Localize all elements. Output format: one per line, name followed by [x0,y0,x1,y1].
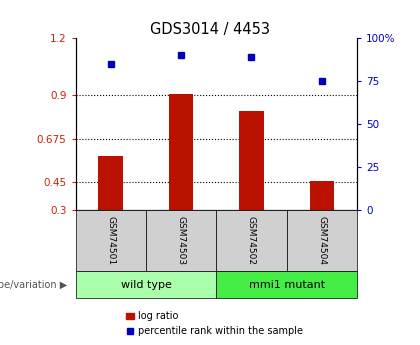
Text: GSM74501: GSM74501 [106,216,115,265]
Text: genotype/variation ▶: genotype/variation ▶ [0,280,67,289]
Bar [310,181,334,210]
Legend: log ratio, percentile rank within the sample: log ratio, percentile rank within the sa… [123,307,307,340]
Text: GSM74502: GSM74502 [247,216,256,265]
Bar [98,156,123,210]
Text: wild type: wild type [121,280,171,289]
Text: mmi1 mutant: mmi1 mutant [249,280,325,289]
Bar [239,111,264,210]
Text: GSM74504: GSM74504 [318,216,326,265]
Bar [169,95,194,210]
Text: GDS3014 / 4453: GDS3014 / 4453 [150,22,270,37]
Text: GSM74503: GSM74503 [177,216,186,265]
